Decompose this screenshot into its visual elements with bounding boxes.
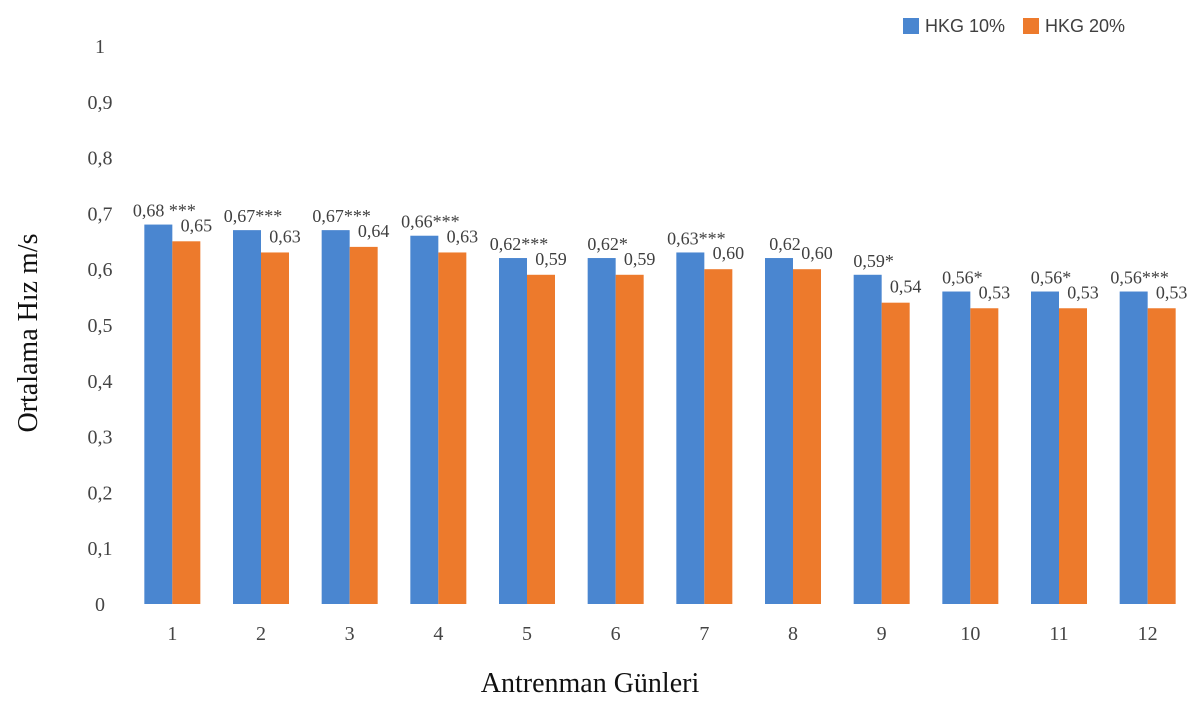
data-label-hkg-20: 0,54: [890, 277, 922, 297]
y-tick-label: 0,8: [88, 148, 113, 170]
y-tick-label: 0,4: [88, 371, 113, 393]
legend-swatch-hkg-10: [903, 18, 919, 34]
data-label-hkg-10: 0,66***: [401, 212, 460, 232]
bar-hkg-20: [793, 269, 821, 604]
data-label-hkg-10: 0,62***: [490, 234, 549, 254]
data-label-hkg-20: 0,60: [801, 243, 833, 263]
data-label-hkg-10: 0,62: [769, 234, 801, 254]
bar-hkg-10: [144, 224, 173, 604]
data-label-hkg-10: 0,68 ***: [133, 201, 196, 221]
x-tick-label: 3: [345, 623, 355, 645]
bars: [144, 224, 1176, 605]
bar-hkg-10: [233, 230, 261, 604]
y-tick-label: 0,9: [88, 92, 113, 114]
data-label-hkg-10: 0,63***: [667, 228, 726, 248]
data-label-hkg-10: 0,67***: [312, 206, 371, 226]
y-tick-label: 0,2: [88, 482, 113, 504]
bar-hkg-20: [438, 252, 467, 604]
x-tick-label: 2: [256, 623, 266, 645]
x-tick-label: 4: [433, 623, 443, 645]
y-tick-label: 0,1: [88, 538, 113, 560]
bar-hkg-10: [765, 258, 793, 604]
y-tick-label: 0,5: [88, 315, 113, 337]
x-tick-label: 10: [960, 623, 980, 645]
y-tick-label: 1: [95, 36, 105, 58]
x-tick-label: 11: [1049, 623, 1068, 645]
x-tick-label: 12: [1138, 623, 1158, 645]
legend-label-hkg-20: HKG 20%: [1045, 16, 1125, 36]
bar-hkg-20: [970, 308, 999, 604]
data-label-hkg-20: 0,64: [358, 221, 390, 241]
data-label-hkg-10: 0,56*: [1031, 268, 1072, 288]
bar-hkg-20: [349, 246, 378, 604]
data-label-hkg-20: 0,63: [269, 226, 301, 246]
data-label-hkg-10: 0,56*: [942, 268, 983, 288]
x-tick-label: 5: [522, 623, 532, 645]
x-tick-label: 6: [611, 623, 621, 645]
data-label-hkg-10: 0,62*: [587, 234, 628, 254]
bar-hkg-20: [615, 274, 644, 604]
y-tick-label: 0,6: [88, 259, 113, 281]
x-axis-ticks: 1 2 3 4 5 6 7 8 9 10 11 12: [167, 623, 1157, 645]
bar-hkg-20: [704, 269, 733, 604]
data-label-hkg-10: 0,59*: [853, 251, 894, 271]
data-label-hkg-20: 0,53: [979, 282, 1011, 302]
y-tick-label: 0,7: [88, 203, 113, 225]
bar-hkg-10: [853, 274, 882, 604]
bar-hkg-20: [1147, 308, 1176, 604]
bar-hkg-10: [676, 252, 705, 604]
legend: HKG 10% HKG 20%: [903, 16, 1125, 36]
bar-hkg-20: [527, 274, 555, 604]
data-label-hkg-20: 0,65: [181, 215, 213, 235]
data-label-hkg-20: 0,53: [1067, 282, 1099, 302]
data-label-hkg-20: 0,59: [535, 249, 567, 269]
data-label-hkg-20: 0,63: [447, 226, 479, 246]
bar-hkg-20: [261, 252, 289, 604]
bar-hkg-10: [499, 258, 527, 604]
bar-hkg-20: [172, 241, 201, 605]
bar-hkg-10: [321, 230, 350, 604]
bar-hkg-10: [410, 235, 439, 604]
x-tick-label: 7: [699, 623, 709, 645]
data-label-hkg-20: 0,60: [713, 243, 745, 263]
y-tick-label: 0: [95, 594, 105, 616]
y-tick-label: 0,3: [88, 427, 113, 449]
data-label-hkg-20: 0,53: [1156, 282, 1188, 302]
x-axis-title: Antrenman Günleri: [481, 668, 700, 699]
bar-hkg-10: [587, 258, 616, 604]
x-tick-label: 1: [167, 623, 177, 645]
bar-hkg-10: [1119, 291, 1148, 604]
x-tick-label: 9: [877, 623, 887, 645]
bar-hkg-20: [1059, 308, 1087, 604]
x-tick-label: 8: [788, 623, 798, 645]
data-label-hkg-10: 0,56***: [1110, 268, 1169, 288]
data-labels: 0,68 ***0,65 0,67***0,630,67***0,64 0,66**…: [133, 201, 1188, 303]
bar-hkg-20: [881, 302, 910, 604]
y-axis-ticks: 0 0,1 0,2 0,3 0,4 0,5 0,6 0,7 0,8 0,9 1: [88, 36, 113, 616]
bar-hkg-10: [942, 291, 971, 604]
y-axis-title: Ortalama Hız m/s: [13, 233, 44, 432]
legend-label-hkg-10: HKG 10%: [925, 16, 1005, 36]
legend-swatch-hkg-20: [1023, 18, 1039, 34]
data-label-hkg-20: 0,59: [624, 249, 656, 269]
data-label-hkg-10: 0,67***: [224, 206, 283, 226]
bar-hkg-10: [1031, 291, 1059, 604]
